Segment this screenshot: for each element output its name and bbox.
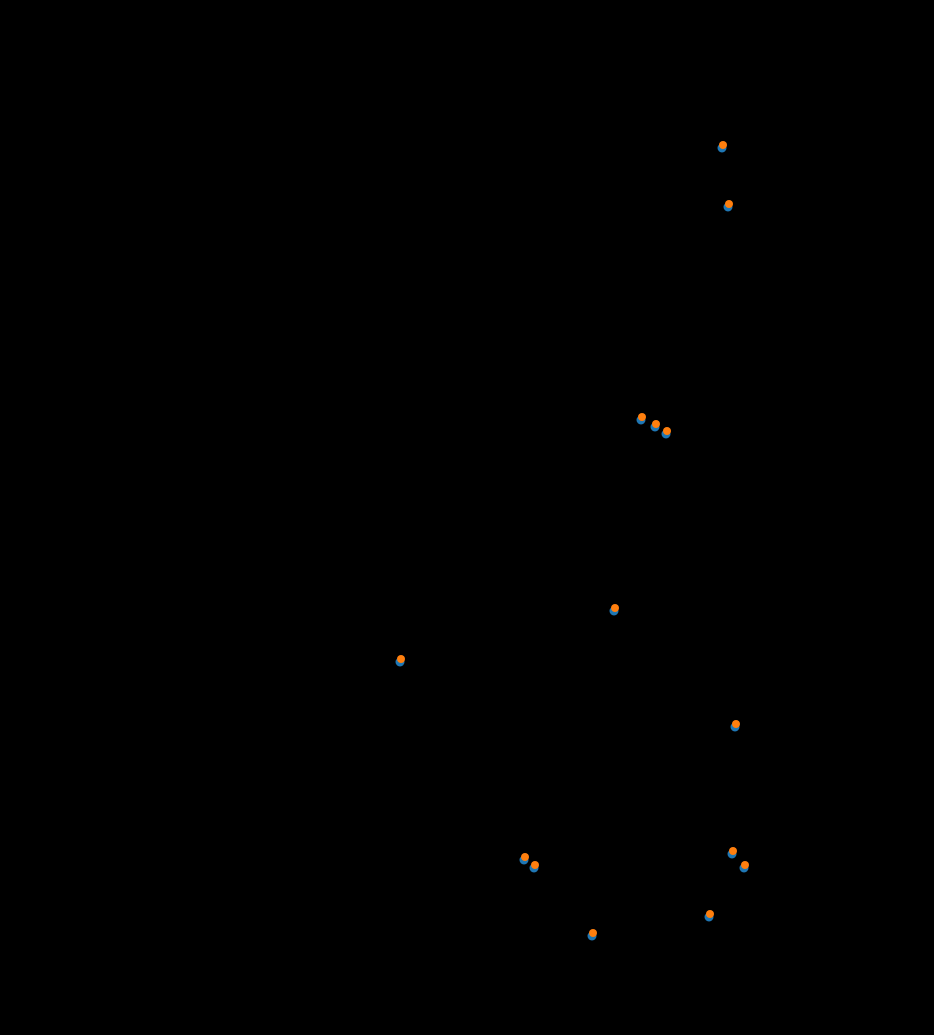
data-point-orange <box>729 847 737 855</box>
data-point-orange <box>741 861 749 869</box>
data-point-orange <box>638 413 646 421</box>
data-point-orange <box>706 910 714 918</box>
data-point-orange <box>719 141 727 149</box>
data-point-orange <box>725 200 733 208</box>
data-point-orange <box>531 861 539 869</box>
data-point-orange <box>589 929 597 937</box>
data-point-orange <box>397 655 405 663</box>
data-point-orange <box>652 420 660 428</box>
scatter-plot <box>0 0 934 1035</box>
data-point-orange <box>521 853 529 861</box>
data-point-orange <box>663 427 671 435</box>
data-point-orange <box>732 720 740 728</box>
data-point-orange <box>611 604 619 612</box>
